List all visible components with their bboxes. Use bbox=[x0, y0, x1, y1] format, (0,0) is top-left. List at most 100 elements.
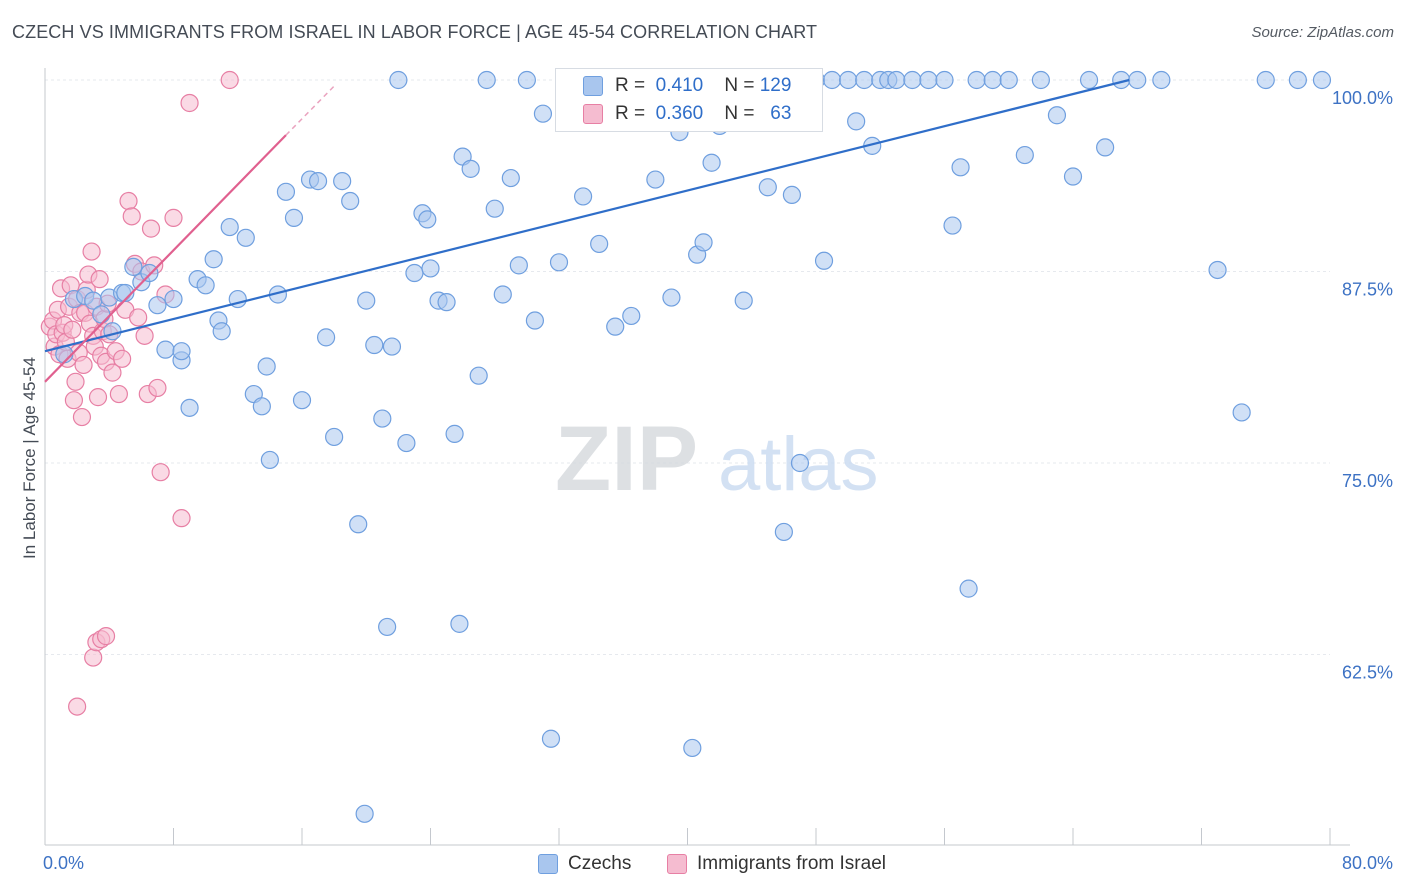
watermark-zip: ZIP bbox=[555, 408, 698, 510]
czechs-point bbox=[276, 182, 296, 201]
czechs-point bbox=[397, 433, 416, 453]
czechs-point bbox=[509, 256, 528, 275]
czechs-point bbox=[316, 328, 336, 347]
bottom-legend-israel[interactable]: Immigrants from Israel bbox=[667, 850, 886, 878]
czechs-point bbox=[983, 70, 1002, 90]
czechs-point bbox=[378, 617, 397, 637]
israel-point bbox=[63, 320, 82, 339]
czechs-point bbox=[525, 311, 545, 330]
czechs-swatch bbox=[583, 76, 603, 96]
czechs-point bbox=[758, 178, 777, 197]
czechs-point bbox=[461, 159, 480, 178]
israel-point bbox=[135, 326, 154, 345]
czechs-point bbox=[116, 283, 135, 303]
czechs-point bbox=[855, 70, 874, 90]
legend-r-value: 0.410 bbox=[655, 75, 704, 96]
czechs-point bbox=[702, 153, 721, 172]
czechs-point bbox=[887, 70, 906, 90]
czechs-point bbox=[903, 70, 922, 90]
czechs-point bbox=[308, 172, 328, 191]
israel-swatch bbox=[583, 104, 603, 124]
czechs-point bbox=[662, 288, 681, 307]
czechs-point bbox=[260, 450, 279, 470]
czechs-point bbox=[92, 305, 111, 324]
israel-point bbox=[109, 384, 128, 404]
israel-point bbox=[74, 355, 93, 375]
czechs-point bbox=[485, 199, 504, 218]
czechs-point bbox=[180, 398, 199, 417]
czechs-point bbox=[469, 366, 488, 385]
legend-n-value: 129 bbox=[759, 75, 792, 96]
x-tick-label: 80.0% bbox=[1342, 853, 1393, 873]
czechs-point bbox=[999, 70, 1018, 90]
y-tick-labels: 100.0% 87.5% 75.0% 62.5% bbox=[1332, 88, 1393, 683]
czechs-point bbox=[257, 357, 276, 376]
czechs-point bbox=[935, 70, 954, 90]
israel-point bbox=[164, 208, 183, 227]
czechs-point bbox=[814, 251, 834, 270]
czechs-point bbox=[839, 70, 858, 90]
czechs-point bbox=[349, 515, 368, 534]
czechs-point bbox=[790, 453, 810, 473]
czechs-point bbox=[365, 335, 384, 355]
czechs-point bbox=[573, 187, 593, 206]
czechs-legend-label: Czechs bbox=[568, 853, 632, 874]
chart-source: Source: ZipAtlas.com bbox=[1251, 24, 1394, 41]
czechs-point bbox=[156, 340, 175, 359]
czechs-point bbox=[1152, 70, 1171, 90]
x-tick-label: 0.0% bbox=[43, 853, 84, 873]
czechs-point bbox=[943, 216, 962, 235]
czechs-point bbox=[437, 293, 456, 312]
czechs-point bbox=[501, 168, 520, 188]
czechs-point bbox=[341, 191, 360, 211]
czechs-point bbox=[1015, 145, 1034, 165]
czechs-point bbox=[734, 291, 753, 310]
israel-trend-extension bbox=[285, 85, 335, 136]
czechs-point bbox=[959, 579, 978, 598]
israel-point bbox=[220, 70, 239, 90]
israel-point bbox=[96, 627, 116, 646]
czechs-point bbox=[967, 70, 986, 90]
israel-point bbox=[112, 349, 132, 368]
chart-title: CZECH VS IMMIGRANTS FROM ISRAEL IN LABOR… bbox=[12, 22, 818, 42]
israel-point bbox=[151, 463, 170, 482]
czechs-point bbox=[774, 522, 793, 542]
czechs-point bbox=[445, 424, 464, 443]
bottom-legend-czechs[interactable]: Czechs bbox=[538, 850, 631, 878]
israel-point bbox=[82, 242, 101, 261]
israel-points bbox=[40, 70, 239, 716]
legend-row-czechs: R = 0.410 N = 129 bbox=[556, 71, 791, 101]
y-tick-label: 100.0% bbox=[1332, 88, 1393, 108]
israel-point bbox=[72, 407, 92, 427]
czechs-point bbox=[493, 285, 512, 304]
y-tick-label: 62.5% bbox=[1342, 663, 1393, 683]
czechs-point bbox=[212, 322, 231, 341]
czechs-point bbox=[590, 234, 609, 254]
trend-lines bbox=[44, 78, 1130, 383]
czechs-point bbox=[822, 70, 842, 90]
czechs-point bbox=[1047, 106, 1067, 125]
y-tick-label: 87.5% bbox=[1342, 280, 1393, 300]
czechs-point bbox=[220, 217, 239, 237]
israel-point bbox=[84, 648, 103, 667]
gridlines bbox=[45, 79, 1330, 655]
israel-point bbox=[141, 219, 161, 238]
czechs-point bbox=[252, 397, 271, 416]
czechs-point bbox=[1031, 70, 1050, 90]
czechs-point bbox=[1128, 70, 1147, 90]
czechs-point bbox=[1312, 70, 1332, 90]
czechs-point bbox=[782, 185, 802, 204]
czechs-point bbox=[1232, 403, 1251, 422]
legend-r-label: R = bbox=[615, 75, 646, 96]
czechs-point bbox=[1079, 70, 1099, 90]
legend-row-israel: R = 0.360 N = 63 bbox=[556, 99, 791, 129]
czechs-point bbox=[694, 233, 713, 252]
israel-point bbox=[66, 372, 85, 391]
legend-n-label: N = bbox=[724, 75, 755, 96]
israel-trend-line bbox=[44, 134, 287, 383]
czechs-point bbox=[405, 263, 424, 283]
czechs-point bbox=[606, 317, 625, 336]
israel-point bbox=[148, 378, 167, 398]
legend-n-value: 63 bbox=[770, 103, 792, 124]
czechs-point bbox=[919, 70, 938, 90]
